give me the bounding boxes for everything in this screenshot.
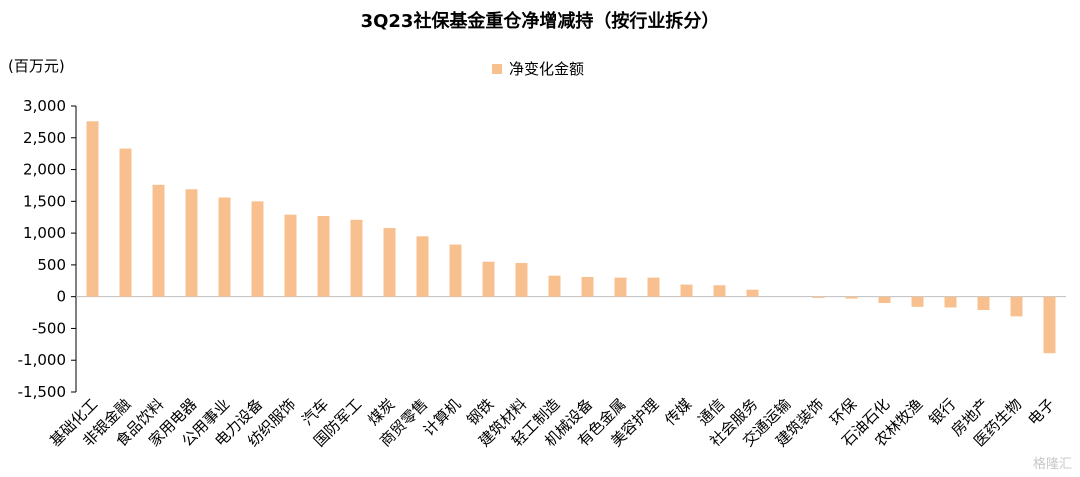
y-tick-label: 2,000 xyxy=(23,161,66,179)
bar xyxy=(548,275,561,297)
y-axis: 3,000 2,500 2,000 1,500 1,000 500 0 -500 -1,000 -… xyxy=(18,97,1066,401)
bar xyxy=(218,197,231,297)
y-tick-label: -1,000 xyxy=(18,351,66,369)
bar xyxy=(746,289,759,297)
bar xyxy=(1043,296,1056,354)
bar xyxy=(152,184,165,297)
bar xyxy=(119,148,132,297)
bar xyxy=(878,296,891,304)
bar xyxy=(614,277,627,297)
y-tick-label: 2,500 xyxy=(23,129,66,147)
y-tick-label: 3,000 xyxy=(23,97,66,115)
bar xyxy=(845,296,858,299)
bar xyxy=(86,121,99,297)
bar xyxy=(284,214,297,297)
y-tick-label: -500 xyxy=(32,319,66,337)
y-axis-unit: (百万元) xyxy=(8,57,65,75)
bar xyxy=(647,277,660,297)
bar xyxy=(515,262,528,297)
bar xyxy=(581,276,594,297)
bar xyxy=(944,296,957,308)
y-tick-label: 0 xyxy=(56,288,66,306)
bar xyxy=(1010,296,1023,317)
bar xyxy=(185,189,198,297)
bars xyxy=(86,121,1056,354)
x-tick-label: 电子 xyxy=(1024,395,1058,429)
y-tick-label: 1,000 xyxy=(23,224,66,242)
bar xyxy=(713,285,726,297)
legend-swatch xyxy=(492,64,502,74)
legend-label: 净变化金额 xyxy=(509,60,584,78)
bar xyxy=(251,201,264,297)
watermark: 格隆汇 xyxy=(1033,456,1072,472)
x-tick-label: 计算机 xyxy=(420,395,465,440)
bar xyxy=(317,215,330,297)
bar xyxy=(812,296,825,298)
bar xyxy=(680,284,693,297)
bar xyxy=(977,296,990,311)
bar xyxy=(416,236,429,297)
y-tick-label: 500 xyxy=(37,256,66,274)
bar xyxy=(911,296,924,307)
x-tick-label: 传媒 xyxy=(661,395,695,429)
y-tick-label: 1,500 xyxy=(23,192,66,210)
bar xyxy=(449,244,462,297)
bar xyxy=(350,219,363,297)
chart-title: 3Q23社保基金重仓净增减持（按行业拆分） xyxy=(361,10,720,32)
bar xyxy=(482,261,495,297)
bar xyxy=(383,228,396,297)
y-tick-label: -1,500 xyxy=(18,383,66,401)
legend: 净变化金额 xyxy=(492,60,584,78)
